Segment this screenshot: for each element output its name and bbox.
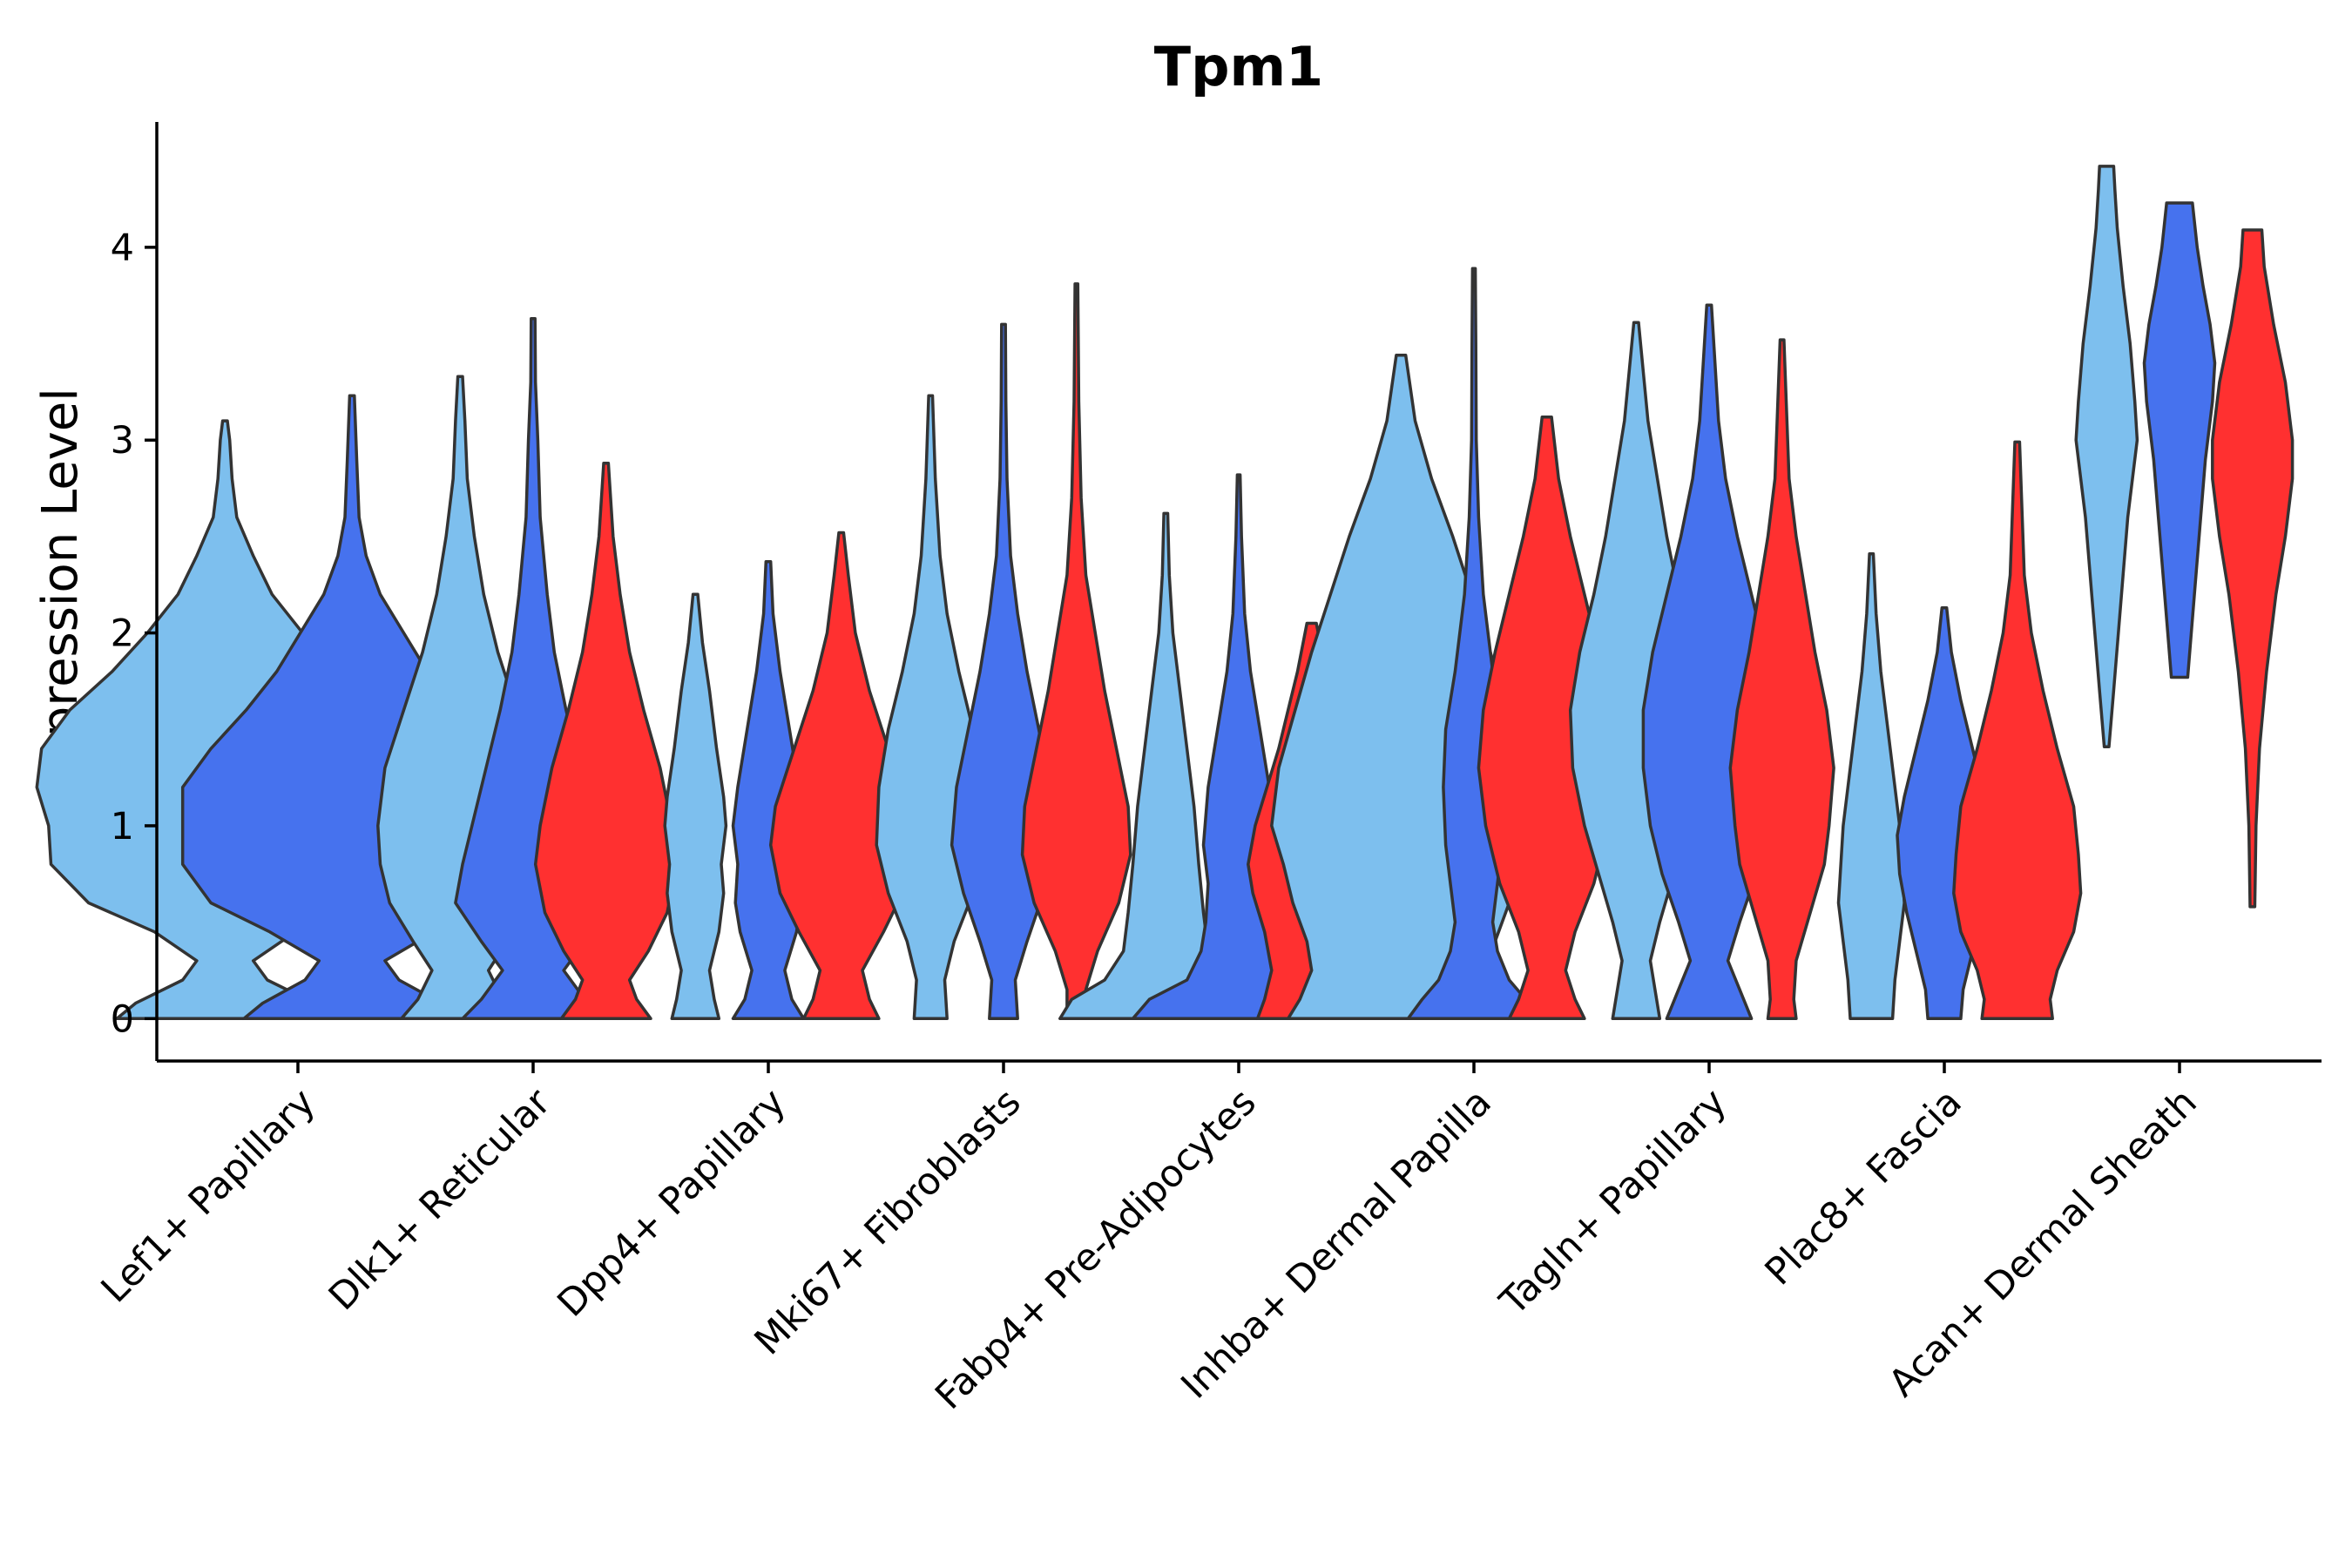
- y-tick-label: 0: [111, 997, 134, 1041]
- violin-mki67-fibroblasts-red: [1020, 282, 1132, 1021]
- x-tick-label-tagln-papillary: Tagln+ Papillary: [1491, 1080, 1735, 1324]
- violin-acan-dermal-sheath-light: [2074, 165, 2139, 748]
- violin-acan-dermal-sheath-red: [2211, 228, 2295, 909]
- violin-acan-dermal-sheath-medium: [2142, 201, 2217, 679]
- y-tick-label: 4: [111, 226, 134, 270]
- violin-dpp4-papillary-red: [768, 531, 914, 1021]
- x-tick-label-lef1-papillary: Lef1+ Papillary: [93, 1080, 324, 1311]
- violin-plac8-fascia-red: [1952, 440, 2083, 1021]
- x-tick-label-mki67-fibroblasts: Mki67+ Fibroblasts: [747, 1080, 1030, 1363]
- violin-inhba-dermal-papilla-medium: [1406, 267, 1542, 1021]
- violin-mki67-fibroblasts-light: [875, 394, 987, 1021]
- y-axis: 0 1 2 3 4: [111, 122, 159, 1061]
- violin-inhba-dermal-papilla-red: [1477, 415, 1617, 1021]
- violin-dpp4-papillary-light: [663, 592, 728, 1021]
- violins-layer: [35, 165, 2295, 1021]
- chart-title: Tpm1: [1154, 35, 1323, 98]
- x-tick-label-dpp4-papillary: Dpp4+ Papillary: [550, 1080, 794, 1325]
- x-tick-label-plac8-fascia: Plac8+ Fascia: [1757, 1080, 1970, 1294]
- y-tick-label: 3: [111, 419, 134, 463]
- x-tick-label-dlk1-reticular: Dlk1+ Reticular: [321, 1080, 559, 1319]
- violin-dlk1-reticular-red: [533, 462, 679, 1021]
- violin-tagln-papillary-red: [1728, 338, 1835, 1021]
- y-tick-label: 2: [111, 612, 134, 656]
- violin-plac8-fascia-light: [1836, 552, 1906, 1021]
- y-tick-label: 1: [111, 805, 134, 848]
